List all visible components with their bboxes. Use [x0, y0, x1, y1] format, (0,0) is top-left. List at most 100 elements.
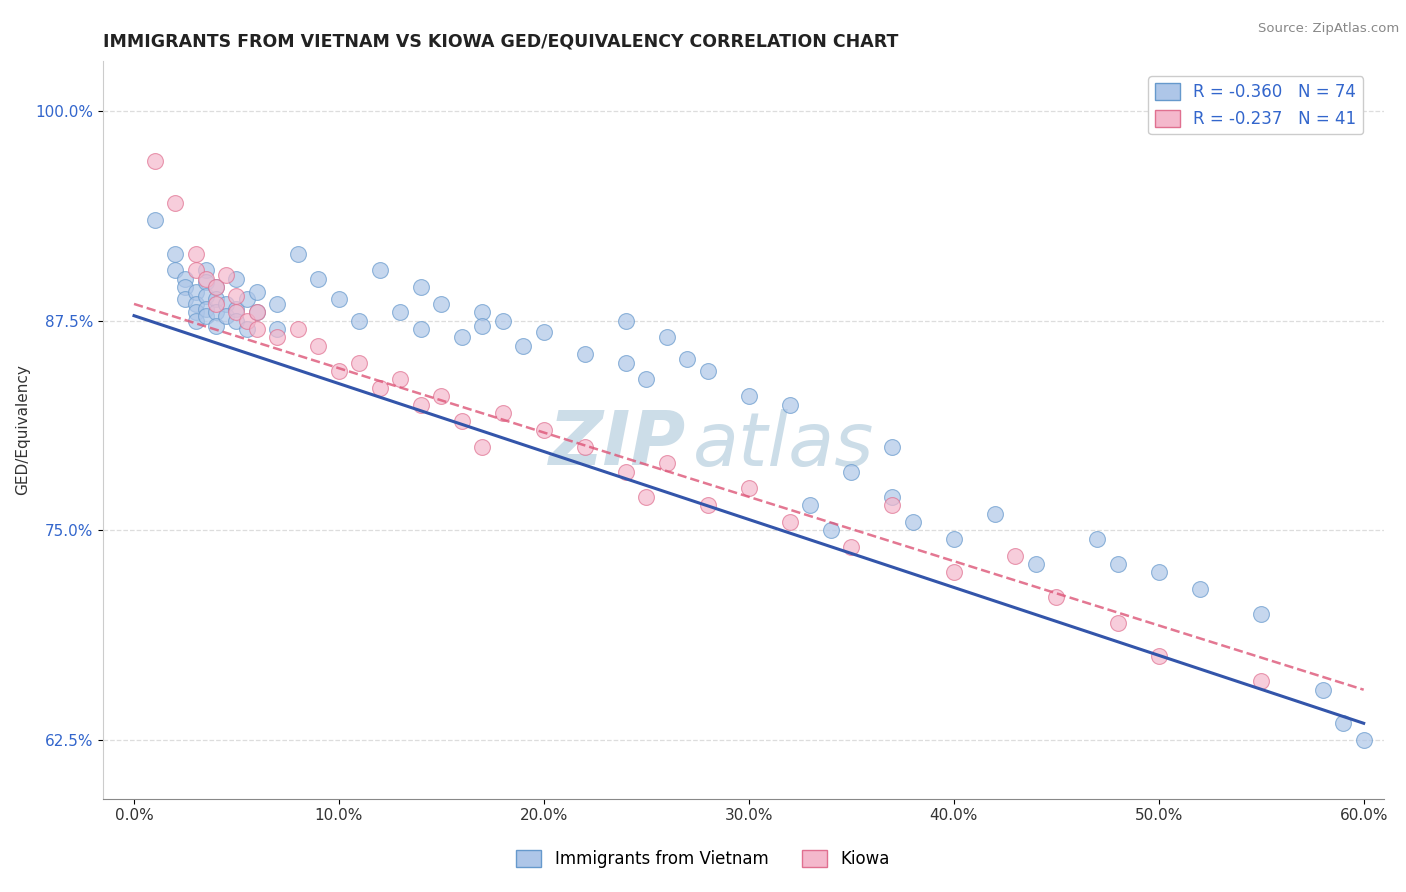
- Point: [799, 498, 821, 512]
- Point: [882, 498, 904, 512]
- Point: [246, 285, 269, 300]
- Point: [451, 414, 474, 428]
- Point: [696, 498, 718, 512]
- Point: [574, 347, 596, 361]
- Point: [194, 263, 217, 277]
- Point: [174, 292, 197, 306]
- Point: [266, 297, 288, 311]
- Point: [184, 285, 207, 300]
- Point: [205, 280, 228, 294]
- Point: [184, 305, 207, 319]
- Point: [1250, 674, 1272, 689]
- Point: [215, 297, 238, 311]
- Point: [174, 280, 197, 294]
- Point: [235, 292, 257, 306]
- Point: [184, 263, 207, 277]
- Point: [287, 322, 309, 336]
- Y-axis label: GED/Equivalency: GED/Equivalency: [15, 364, 30, 495]
- Point: [194, 275, 217, 289]
- Text: IMMIGRANTS FROM VIETNAM VS KIOWA GED/EQUIVALENCY CORRELATION CHART: IMMIGRANTS FROM VIETNAM VS KIOWA GED/EQU…: [103, 33, 898, 51]
- Point: [512, 339, 534, 353]
- Point: [205, 305, 228, 319]
- Point: [235, 322, 257, 336]
- Point: [779, 515, 801, 529]
- Point: [194, 301, 217, 316]
- Point: [409, 398, 432, 412]
- Point: [194, 309, 217, 323]
- Point: [882, 490, 904, 504]
- Point: [184, 314, 207, 328]
- Point: [1147, 649, 1170, 664]
- Point: [901, 515, 924, 529]
- Point: [942, 532, 965, 546]
- Point: [1107, 557, 1129, 571]
- Point: [614, 314, 637, 328]
- Point: [1085, 532, 1108, 546]
- Point: [492, 314, 515, 328]
- Point: [266, 322, 288, 336]
- Point: [1188, 582, 1211, 596]
- Point: [389, 305, 412, 319]
- Point: [225, 305, 247, 319]
- Point: [471, 318, 494, 333]
- Point: [839, 540, 862, 554]
- Point: [636, 372, 658, 386]
- Point: [1353, 733, 1375, 747]
- Point: [1004, 549, 1026, 563]
- Point: [174, 272, 197, 286]
- Point: [143, 213, 166, 227]
- Point: [471, 305, 494, 319]
- Point: [1147, 566, 1170, 580]
- Point: [1250, 607, 1272, 622]
- Point: [636, 490, 658, 504]
- Point: [430, 389, 453, 403]
- Text: Source: ZipAtlas.com: Source: ZipAtlas.com: [1258, 22, 1399, 36]
- Point: [328, 364, 350, 378]
- Point: [205, 318, 228, 333]
- Point: [308, 339, 330, 353]
- Point: [215, 268, 238, 283]
- Point: [194, 288, 217, 302]
- Point: [882, 440, 904, 454]
- Legend: Immigrants from Vietnam, Kiowa: Immigrants from Vietnam, Kiowa: [510, 843, 896, 875]
- Point: [246, 305, 269, 319]
- Point: [409, 280, 432, 294]
- Point: [839, 465, 862, 479]
- Point: [533, 326, 555, 340]
- Point: [1107, 615, 1129, 630]
- Point: [738, 482, 761, 496]
- Point: [163, 196, 186, 211]
- Point: [246, 322, 269, 336]
- Point: [225, 301, 247, 316]
- Point: [984, 507, 1007, 521]
- Point: [738, 389, 761, 403]
- Point: [451, 330, 474, 344]
- Point: [184, 297, 207, 311]
- Point: [409, 322, 432, 336]
- Text: atlas: atlas: [693, 409, 875, 481]
- Point: [1045, 591, 1067, 605]
- Point: [349, 356, 371, 370]
- Point: [533, 423, 555, 437]
- Point: [942, 566, 965, 580]
- Point: [205, 292, 228, 306]
- Point: [225, 272, 247, 286]
- Point: [696, 364, 718, 378]
- Point: [471, 440, 494, 454]
- Point: [205, 297, 228, 311]
- Point: [1312, 682, 1334, 697]
- Point: [266, 330, 288, 344]
- Point: [368, 381, 391, 395]
- Point: [328, 292, 350, 306]
- Point: [820, 524, 842, 538]
- Point: [389, 372, 412, 386]
- Point: [215, 309, 238, 323]
- Point: [235, 314, 257, 328]
- Point: [163, 263, 186, 277]
- Point: [574, 440, 596, 454]
- Point: [225, 288, 247, 302]
- Point: [655, 456, 678, 470]
- Point: [163, 246, 186, 260]
- Point: [205, 280, 228, 294]
- Legend: R = -0.360   N = 74, R = -0.237   N = 41: R = -0.360 N = 74, R = -0.237 N = 41: [1149, 77, 1362, 135]
